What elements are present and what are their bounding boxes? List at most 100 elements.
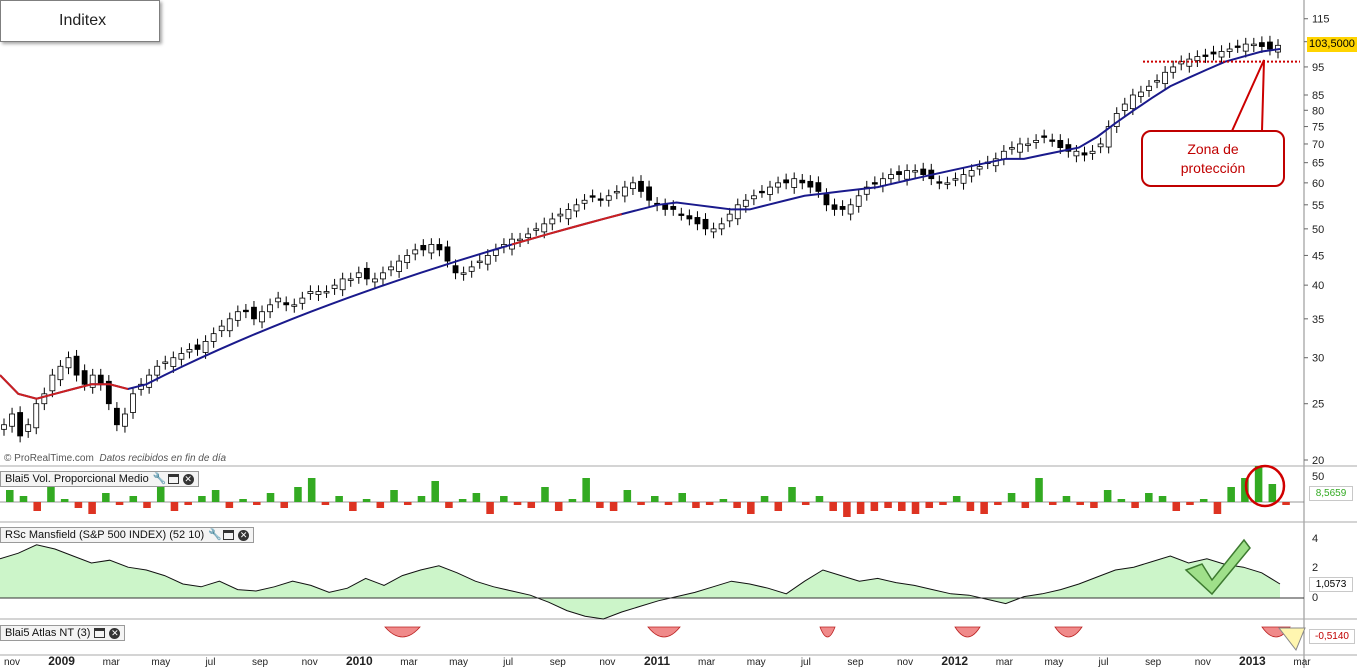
y-tick-label: 85: [1312, 90, 1324, 102]
x-tick-label: mar: [103, 657, 121, 668]
candle-body: [686, 215, 693, 220]
candle-body: [468, 266, 475, 272]
volume-bar: [1282, 502, 1290, 505]
candle-body: [734, 204, 741, 220]
candle-body: [896, 171, 902, 175]
candle-body: [839, 206, 846, 210]
volume-bar: [774, 502, 783, 511]
volume-value-tag: 8,5659: [1309, 486, 1353, 501]
y-tick-label: 50: [1312, 224, 1324, 236]
rsc-area: [0, 544, 1280, 619]
candle-body: [1105, 126, 1112, 148]
close-icon[interactable]: ✕: [109, 627, 121, 639]
candle-body: [847, 204, 854, 215]
candle-body: [1025, 143, 1031, 146]
wrench-icon[interactable]: 🔧: [208, 528, 222, 541]
volume-bar: [225, 502, 234, 508]
volume-bar: [733, 502, 741, 508]
y-tick-label: 60: [1312, 178, 1324, 190]
candle-body: [1000, 150, 1007, 160]
volume-bar: [1021, 502, 1030, 508]
window-icon[interactable]: [167, 474, 179, 484]
candle-body: [718, 223, 725, 230]
y-tick-label: 75: [1312, 122, 1324, 134]
candle-body: [1234, 45, 1241, 48]
candle-body: [613, 191, 620, 194]
atlas-panel-label[interactable]: Blai5 Atlas NT (3) ✕: [0, 625, 126, 641]
window-icon[interactable]: [94, 628, 106, 638]
candle-body: [242, 309, 249, 313]
rsc-panel-label[interactable]: RSc Mansfield (S&P 500 INDEX) (52 10) 🔧 …: [0, 527, 255, 543]
volume-bar: [637, 502, 645, 505]
candle-body: [1170, 66, 1177, 73]
candle-body: [662, 204, 669, 210]
x-tick-label: sep: [1145, 657, 1162, 668]
x-tick-label: jul: [502, 657, 513, 668]
volume-bar: [870, 502, 879, 511]
candle-body: [226, 318, 233, 332]
atlas-value-tag: -0,5140: [1309, 629, 1355, 644]
volume-panel-title: Blai5 Vol. Proporcional Medio: [5, 473, 149, 485]
candle-body: [1146, 85, 1152, 91]
credit-text: © ProRealTime.com Datos recibidos en fin…: [4, 453, 226, 464]
candle-body: [1009, 147, 1015, 150]
candle-body: [299, 297, 306, 304]
volume-bar: [500, 496, 508, 502]
volume-bar: [198, 496, 206, 502]
volume-bar: [170, 502, 179, 511]
candle-body: [912, 170, 919, 173]
rsc-tick-label: 0: [1312, 592, 1318, 604]
volume-bar: [651, 496, 659, 502]
chart-title: Inditex: [0, 0, 160, 42]
candle-body: [380, 272, 386, 280]
candle-body: [1097, 143, 1104, 148]
volume-bar: [788, 487, 796, 502]
candle-body: [323, 291, 330, 294]
candle-body: [154, 365, 161, 376]
volume-bar: [1131, 502, 1139, 508]
candle-body: [936, 181, 943, 184]
candle-body: [1194, 56, 1201, 62]
window-icon[interactable]: [223, 530, 235, 540]
candle-body: [275, 297, 282, 303]
candle-body: [533, 228, 540, 231]
volume-bar: [1172, 502, 1181, 511]
candle-body: [162, 361, 169, 364]
candle-body: [347, 278, 354, 281]
atlas-dip: [954, 626, 981, 638]
rsc-panel-title: RSc Mansfield (S&P 500 INDEX) (52 10): [5, 529, 205, 541]
volume-bar: [445, 502, 453, 508]
close-icon[interactable]: ✕: [182, 473, 194, 485]
candle-body: [581, 199, 588, 204]
x-tick-label: mar: [996, 657, 1014, 668]
candle-body: [710, 228, 717, 233]
candle-body: [726, 213, 733, 222]
candle-body: [363, 267, 370, 280]
candle-body: [307, 291, 314, 294]
x-tick-label: mar: [1293, 657, 1311, 668]
close-icon[interactable]: ✕: [238, 529, 250, 541]
volume-bar: [143, 502, 151, 508]
candle-body: [525, 233, 532, 239]
volume-bar: [980, 502, 988, 514]
candle-body: [904, 170, 910, 180]
volume-bar: [307, 478, 316, 502]
volume-bar: [925, 502, 934, 508]
x-tick-label: may: [151, 657, 170, 668]
candle-body: [436, 244, 443, 251]
x-tick-label: may: [449, 657, 468, 668]
rsc-tick-label: 4: [1312, 533, 1318, 545]
y-tick-label: 40: [1312, 280, 1324, 292]
volume-panel-label[interactable]: Blai5 Vol. Proporcional Medio 🔧 ✕: [0, 471, 199, 487]
rsc-value-tag: 1,0573: [1309, 577, 1353, 592]
wrench-icon[interactable]: 🔧: [152, 472, 167, 485]
atlas-dip: [647, 626, 681, 638]
volume-bar: [554, 502, 563, 511]
atlas-dip: [384, 626, 421, 638]
volume-bar: [843, 502, 851, 517]
candle-body: [597, 198, 604, 201]
volume-tick-label: 50: [1312, 471, 1324, 483]
volume-bar: [815, 496, 824, 502]
volume-bar: [60, 499, 69, 502]
candle-body: [694, 217, 701, 225]
